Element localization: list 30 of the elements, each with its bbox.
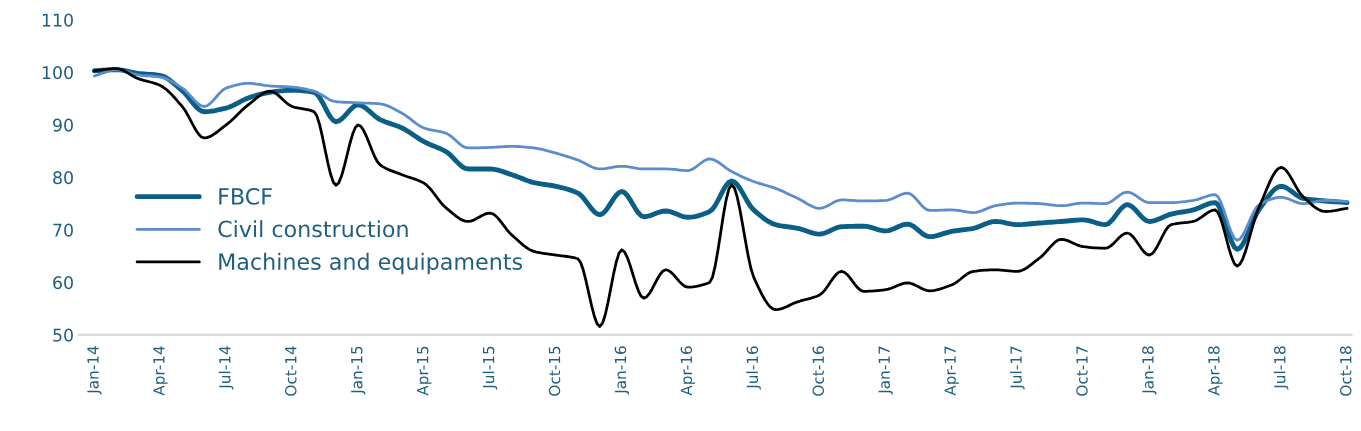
y-tick-label: 50 <box>53 328 73 342</box>
x-tick-label: Jul-17 <box>1010 346 1025 390</box>
y-tick-label: 60 <box>53 276 73 290</box>
x-tick-label: Jan-14 <box>87 346 102 395</box>
x-tick-label: Jul-14 <box>218 346 234 390</box>
x-tick-label: Apr-14 <box>153 346 168 396</box>
y-tick-label: 110 <box>42 13 73 27</box>
legend-label: Machines and equipaments <box>219 252 523 275</box>
legend-label: FBCF <box>219 187 272 205</box>
y-tick-label: 70 <box>53 223 73 237</box>
x-tick-label: Oct-15 <box>548 346 561 396</box>
x-tick-label: Jan-15 <box>351 346 366 395</box>
x-tick-label: Jul-16 <box>746 346 761 390</box>
x-tick-label: Jul-15 <box>482 346 498 390</box>
x-tick-label: Jan-16 <box>614 346 630 395</box>
x-tick-label: Jul-18 <box>1273 346 1289 390</box>
x-tick-label: Jan-17 <box>878 346 893 395</box>
x-tick-label: Apr-15 <box>417 346 432 396</box>
legend-label: Civil construction <box>218 220 408 238</box>
y-tick-label: 100 <box>42 66 73 80</box>
x-tick-label: Apr-16 <box>680 346 696 396</box>
x-tick-label: Apr-17 <box>944 346 959 396</box>
x-tick-label: Oct-18 <box>1339 346 1352 396</box>
x-tick-label: Oct-14 <box>285 346 297 396</box>
x-tick-label: Apr-18 <box>1208 346 1223 396</box>
y-tick-label: 80 <box>53 171 73 185</box>
x-tick-label: Oct-17 <box>1076 346 1088 396</box>
x-tick-label: Oct-16 <box>812 346 825 396</box>
y-tick-label: 90 <box>53 118 73 132</box>
x-tick-label: Jan-18 <box>1142 346 1157 395</box>
